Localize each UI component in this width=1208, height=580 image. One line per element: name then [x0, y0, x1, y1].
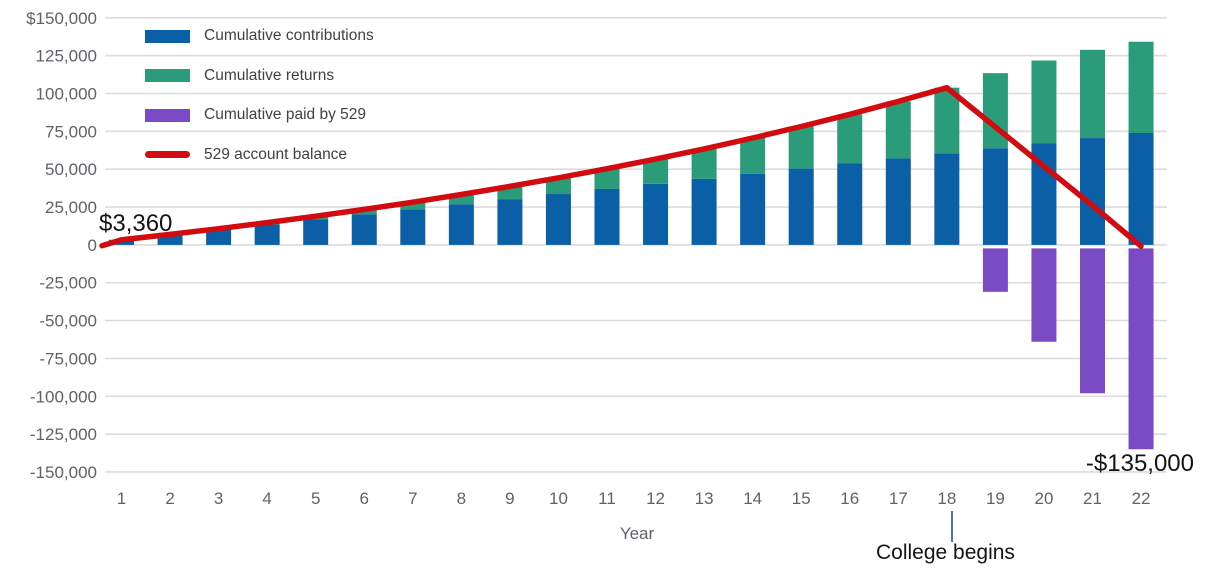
contributions-bar [254, 224, 280, 245]
contributions-bar [303, 219, 329, 245]
legend-label: Cumulative contributions [204, 27, 374, 44]
returns-bar [448, 194, 474, 205]
contributions-swatch-icon [145, 29, 190, 43]
contributions-bar [934, 153, 960, 245]
y-tick-label: 100,000 [36, 85, 97, 104]
balance-line-swatch-icon [145, 151, 190, 158]
paid-by-529-bar [982, 248, 1008, 292]
chart-legend: Cumulative contributions Cumulative retu… [145, 26, 374, 184]
contributions-bar [788, 168, 814, 245]
college-begins-annotation: College begins [876, 541, 1015, 564]
start-balance-annotation: $3,360 [99, 210, 173, 237]
contributions-bar [982, 148, 1008, 245]
y-tick-label: 0 [88, 236, 97, 255]
returns-bar [691, 148, 717, 179]
x-tick-label: 18 [937, 489, 956, 508]
legend-item-paid-by-529: Cumulative paid by 529 [145, 105, 374, 125]
legend-label: Cumulative returns [204, 66, 335, 84]
contributions-bar [157, 234, 183, 245]
returns-bar [837, 114, 863, 164]
contributions-bar [448, 204, 474, 245]
contributions-bar [1128, 132, 1154, 245]
x-tick-label: 4 [262, 489, 271, 508]
returns-bar [934, 87, 960, 154]
y-tick-label: -100,000 [30, 387, 97, 406]
returns-bar [545, 177, 571, 195]
contributions-bar [497, 199, 523, 245]
legend-item-returns: Cumulative returns [145, 66, 374, 86]
x-tick-label: 17 [889, 489, 908, 508]
contributions-bar [740, 173, 766, 245]
y-tick-label: $150,000 [26, 9, 97, 28]
x-tick-label: 13 [695, 489, 714, 508]
contributions-bar [545, 194, 571, 245]
x-tick-label: 22 [1132, 489, 1151, 508]
contributions-bar [691, 178, 717, 245]
x-tick-label: 20 [1034, 489, 1053, 508]
returns-bar [400, 202, 426, 210]
y-tick-labels: $150,000 125,000 100,000 75,000 50,000 25,000… [26, 9, 97, 482]
bars-contributions [109, 132, 1154, 245]
returns-bar [788, 126, 814, 169]
returns-bar [740, 138, 766, 174]
balance-line [99, 84, 1144, 249]
contributions-bar [400, 209, 426, 245]
x-tick-label: 9 [505, 489, 514, 508]
returns-bar [594, 168, 620, 189]
x-tick-label: 5 [311, 489, 320, 508]
contributions-bar [594, 188, 620, 245]
y-tick-label: 50,000 [45, 160, 97, 179]
x-tick-label: 3 [214, 489, 223, 508]
legend-item-account-balance: 529 account balance [145, 145, 374, 165]
x-tick-labels: 1 2 3 4 5 6 7 8 9 10 11 12 13 14 15 16 17 18 19 20 21 22 [117, 489, 1151, 508]
x-tick-label: 1 [117, 489, 126, 508]
returns-bar [1128, 41, 1154, 133]
x-tick-label: 11 [598, 489, 616, 508]
x-tick-label: 15 [792, 489, 811, 508]
total-paid-annotation: -$135,000 [1085, 450, 1194, 477]
returns-bar [1080, 49, 1105, 139]
paid-by-529-swatch-icon [145, 108, 190, 122]
x-tick-label: 6 [360, 489, 369, 508]
y-tick-label: -150,000 [30, 463, 97, 482]
legend-label: Cumulative paid by 529 [204, 106, 366, 123]
paid-by-529-bar [1031, 248, 1057, 342]
contributions-bar [206, 229, 232, 245]
returns-bar [1031, 60, 1057, 144]
x-tick-label: 12 [646, 489, 665, 508]
x-tick-label: 14 [743, 489, 762, 508]
y-tick-label: -50,000 [39, 312, 97, 331]
y-tick-label: -75,000 [39, 349, 97, 368]
contributions-bar [643, 183, 669, 245]
y-tick-label: 75,000 [45, 122, 97, 141]
returns-swatch-icon [145, 69, 190, 82]
x-tick-label: 7 [408, 489, 417, 508]
gridlines [105, 17, 1167, 473]
x-tick-label: 8 [457, 489, 466, 508]
paid-by-529-bar [1128, 248, 1154, 450]
legend-item-contributions: Cumulative contributions [145, 26, 374, 46]
bars-paid-by-529 [982, 248, 1154, 450]
y-tick-label: 25,000 [45, 198, 97, 217]
legend-label: 529 account balance [204, 145, 348, 163]
x-tick-label: 16 [840, 489, 859, 508]
x-axis-title: Year [619, 524, 655, 543]
contributions-bar [351, 214, 377, 245]
y-tick-label: -125,000 [30, 425, 97, 444]
y-tick-label: 125,000 [36, 47, 97, 66]
contributions-bar [1080, 138, 1105, 245]
x-tick-label: 10 [549, 489, 568, 508]
x-tick-label: 21 [1083, 489, 1102, 508]
x-tick-label: 19 [986, 489, 1005, 508]
college-begins-tick [951, 511, 953, 542]
contributions-bar [885, 158, 911, 245]
returns-bar [885, 101, 911, 159]
y-tick-label: -25,000 [39, 274, 97, 293]
x-tick-label: 2 [165, 489, 174, 508]
contributions-bar [837, 163, 863, 245]
paid-by-529-bar [1080, 248, 1105, 394]
